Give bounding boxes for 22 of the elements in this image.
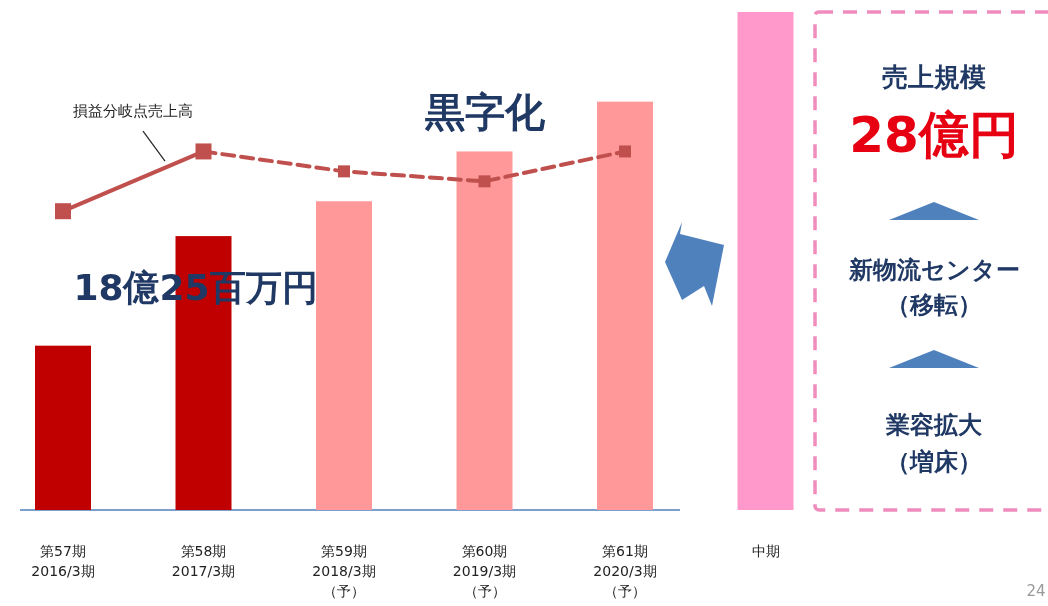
annotation: 黒字化 — [424, 89, 546, 135]
category-label: 第60期 2019/3期（予） — [452, 543, 517, 599]
category-label: 中期 — [751, 543, 780, 559]
bar — [597, 101, 653, 510]
point — [478, 175, 491, 188]
text: 売上規模 — [882, 62, 986, 92]
text: 28億円 — [849, 106, 1019, 164]
text: 24 — [1026, 582, 1046, 600]
category-label: 第57期 2016/3期 — [31, 543, 95, 579]
bar — [456, 151, 513, 510]
category-label: 第61期 2020/3期（予） — [593, 543, 657, 599]
category-label: 第59期 2018/3期（予） — [312, 543, 376, 599]
bar — [35, 345, 91, 510]
point — [55, 203, 71, 220]
bar — [316, 201, 372, 510]
text: 業容拡大（増床） — [885, 411, 983, 476]
point — [619, 145, 631, 158]
series-label: 損益分岐点売上高 — [73, 102, 193, 121]
text: 新物流センター（移転） — [847, 256, 1020, 319]
category-label: 第58期 2017/3期 — [171, 543, 236, 579]
bar — [737, 12, 794, 510]
point — [338, 165, 350, 178]
